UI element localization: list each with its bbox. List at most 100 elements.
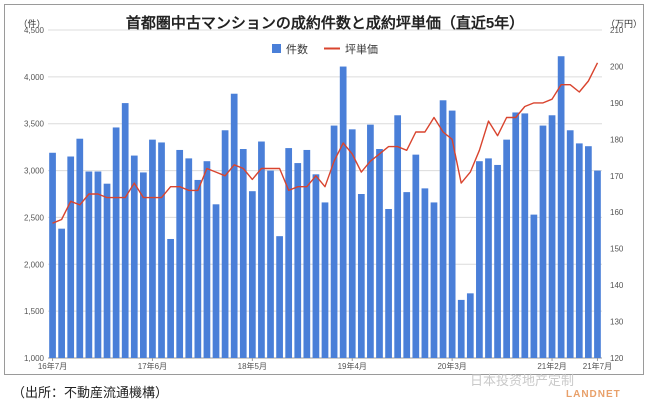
x-axis-tick-label: 19年4月 bbox=[338, 361, 367, 371]
right-axis-tick-label: 160 bbox=[610, 208, 624, 217]
bar bbox=[585, 146, 592, 358]
price-line bbox=[52, 62, 599, 224]
left-axis-tick-label: 4,500 bbox=[24, 26, 45, 35]
watermark-text: 日本投资地产定制 bbox=[470, 373, 575, 388]
chart-frame bbox=[4, 4, 644, 375]
bar bbox=[357, 194, 365, 358]
bar bbox=[130, 155, 138, 358]
chart-title: 首都圏中古マンションの成約件数と成約坪単価（直近5年） bbox=[125, 15, 525, 32]
bar bbox=[94, 171, 102, 358]
left-axis-tick-label: 4,000 bbox=[24, 73, 45, 82]
bar bbox=[312, 174, 320, 358]
bar bbox=[330, 125, 338, 359]
x-axis-tick-label: 16年7月 bbox=[38, 361, 67, 371]
x-axis-ticks: 16年7月 17年6月 18年5月 19年4月 20年3月 21年2月 21年7月 bbox=[38, 358, 612, 371]
bar bbox=[339, 66, 347, 358]
right-axis-tick-label: 120 bbox=[610, 354, 624, 363]
bar bbox=[430, 202, 438, 358]
bar bbox=[294, 163, 302, 358]
bar bbox=[85, 171, 93, 358]
x-axis-tick-label: 17年6月 bbox=[138, 361, 167, 371]
left-axis-tick-label: 3,500 bbox=[24, 120, 45, 129]
bar bbox=[149, 139, 156, 358]
bar bbox=[457, 299, 465, 358]
bar bbox=[321, 202, 329, 358]
right-axis-tick-label: 190 bbox=[610, 99, 624, 108]
bar bbox=[439, 100, 447, 359]
left-axis-tick-label: 3,000 bbox=[24, 167, 45, 176]
x-axis-tick-label: 20年3月 bbox=[437, 361, 466, 371]
legend: 件数 坪単価 bbox=[272, 42, 378, 56]
bar bbox=[557, 56, 565, 359]
bar bbox=[221, 130, 229, 358]
bar bbox=[566, 130, 574, 358]
bar bbox=[176, 149, 184, 358]
x-axis-tick-label: 18年5月 bbox=[238, 361, 267, 371]
left-axis-tick-label: 2,500 bbox=[24, 213, 45, 222]
line-series bbox=[52, 62, 599, 224]
right-axis-tick-label: 140 bbox=[610, 281, 624, 290]
bar bbox=[476, 161, 483, 358]
bar bbox=[448, 110, 456, 358]
bar bbox=[412, 154, 420, 358]
bar bbox=[494, 164, 501, 358]
right-axis-tick-label: 170 bbox=[610, 172, 624, 181]
bar bbox=[539, 125, 547, 359]
bar bbox=[203, 161, 211, 358]
left-axis-tick-label: 1,000 bbox=[24, 354, 45, 363]
bar bbox=[185, 158, 193, 358]
bar bbox=[575, 143, 583, 358]
bar bbox=[49, 152, 56, 358]
bar bbox=[394, 115, 402, 358]
bar bbox=[548, 115, 556, 358]
bar bbox=[276, 236, 283, 358]
left-axis-unit: （件） bbox=[18, 18, 45, 29]
bar bbox=[512, 112, 520, 359]
right-axis-ticks: 120 130 140 150 160 170 180 190 200 210 bbox=[610, 26, 624, 363]
left-axis-tick-label: 1,500 bbox=[24, 307, 45, 316]
bar bbox=[403, 192, 411, 358]
legend-line-label: 坪単価 bbox=[345, 42, 378, 56]
legend-bar-label: 件数 bbox=[286, 43, 308, 56]
bar bbox=[521, 113, 529, 358]
bar bbox=[285, 148, 293, 358]
bar bbox=[530, 214, 538, 358]
bar-series bbox=[49, 56, 601, 359]
bar bbox=[466, 293, 474, 358]
bar bbox=[258, 141, 265, 358]
bar bbox=[367, 124, 374, 358]
bar bbox=[76, 138, 84, 358]
bar bbox=[58, 228, 65, 358]
x-axis-tick-label: 21年7月 bbox=[583, 361, 612, 371]
bar bbox=[121, 103, 129, 359]
x-axis-tick-label: 21年2月 bbox=[537, 361, 566, 371]
right-axis-tick-label: 130 bbox=[610, 318, 624, 327]
bar bbox=[230, 93, 238, 359]
bar bbox=[248, 191, 256, 358]
chart-svg: 1,000 1,500 2,000 2,500 3,000 3,500 4,000 4,500… bbox=[18, 18, 642, 371]
bar bbox=[167, 238, 174, 358]
bar bbox=[239, 149, 247, 358]
brand-logo-text: LANDNET bbox=[566, 389, 621, 400]
bar bbox=[112, 127, 120, 358]
left-axis-ticks: 1,000 1,500 2,000 2,500 3,000 3,500 4,000 4,500 bbox=[24, 26, 45, 363]
right-axis-tick-label: 200 bbox=[610, 62, 624, 71]
source-note: （出所：不動産流通機構） bbox=[12, 385, 169, 400]
left-axis-tick-label: 2,000 bbox=[24, 260, 45, 269]
bar bbox=[212, 204, 220, 358]
bar bbox=[385, 208, 392, 358]
legend-bar-swatch bbox=[272, 44, 281, 53]
bar bbox=[376, 149, 383, 358]
bar bbox=[348, 129, 356, 358]
right-axis-tick-label: 150 bbox=[610, 245, 624, 254]
bar bbox=[503, 139, 510, 358]
bar bbox=[194, 179, 202, 358]
bar bbox=[485, 158, 492, 358]
bar bbox=[267, 170, 274, 358]
right-axis-unit: （万円） bbox=[606, 19, 642, 29]
right-axis-tick-label: 180 bbox=[610, 135, 624, 144]
bar bbox=[421, 188, 429, 358]
bar bbox=[594, 170, 601, 358]
bar bbox=[303, 149, 311, 358]
right-axis-tick-label: 210 bbox=[610, 26, 624, 35]
